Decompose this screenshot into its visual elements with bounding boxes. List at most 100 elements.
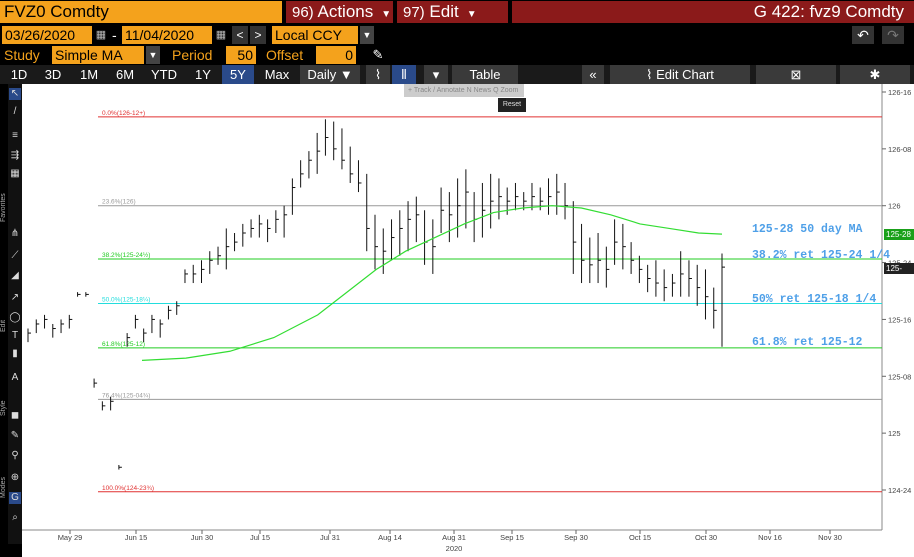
ellipse-tool-icon[interactable]: ◯ [9, 312, 21, 323]
ticker-field[interactable]: FVZ0 Comdty [0, 1, 282, 23]
ohlc-bar [622, 223, 626, 270]
undo-button[interactable]: ↶ [852, 26, 874, 44]
ohlc-bar [680, 251, 684, 297]
timeframe-1m[interactable]: 1M [79, 67, 99, 82]
y-tick-label: 124-24 [888, 486, 911, 495]
favorites-label: Favorites [0, 193, 7, 222]
line-tool-icon[interactable]: / [13, 106, 17, 117]
ohlc-bar [44, 314, 48, 329]
eraser-icon[interactable]: ▮ [12, 348, 18, 359]
gear-icon[interactable]: ✱ [840, 65, 910, 84]
arc-tool-icon[interactable]: ◢ [11, 270, 19, 281]
next-period-button[interactable]: > [250, 26, 266, 44]
ohlc-bar [93, 378, 98, 388]
chart-type-dropdown[interactable]: ▾ [424, 65, 448, 84]
chevron-down-icon: ▼ [381, 9, 392, 20]
start-date-field[interactable]: 03/26/2020 [2, 26, 92, 44]
timeframe-5y[interactable]: 5Y [222, 65, 254, 84]
timeframe-3d[interactable]: 3D [44, 67, 62, 82]
offset-field[interactable]: 0 [316, 46, 356, 64]
news-option[interactable]: N News [466, 87, 492, 94]
y-tick-label: 126-16 [888, 88, 911, 97]
currency-dropdown-button[interactable]: ▼ [360, 26, 374, 44]
study-field[interactable]: Simple MA [52, 46, 144, 64]
prev-period-button[interactable]: < [232, 26, 248, 44]
annotation-label: 50% ret 125-18 1/4 [752, 293, 876, 306]
timeframe-1y[interactable]: 1Y [195, 67, 211, 82]
annotate-option[interactable]: / Annotate [433, 87, 465, 94]
x-tick-label: Sep 30 [564, 533, 588, 542]
ohlc-bar [448, 192, 453, 243]
ohlc-bar [564, 182, 569, 220]
y-tick-label: 125-08 [888, 372, 911, 381]
end-date-field[interactable]: 11/04/2020 [122, 26, 212, 44]
pen-icon[interactable]: ✎ [372, 47, 384, 62]
study-dropdown-button[interactable]: ▼ [146, 46, 160, 64]
ohlc-bar [581, 223, 585, 284]
ohlc-bar [671, 273, 676, 297]
ohlc-bar [523, 192, 527, 211]
text-tool-icon[interactable]: T [11, 330, 19, 341]
redo-button[interactable]: ↷ [882, 26, 904, 44]
calendar-icon[interactable]: ▦ [215, 29, 227, 41]
draw-mode-icon[interactable]: G [9, 492, 21, 504]
drawing-toolbar [8, 84, 22, 544]
reset-button[interactable]: Reset [498, 98, 526, 112]
chart-area[interactable]: 126-16126-08126125-24125-16125-08125124-… [22, 84, 914, 557]
ohlc-bar [630, 242, 635, 274]
ohlc-bar [473, 192, 478, 243]
style-label: Style [0, 400, 7, 416]
ohlc-bar [118, 464, 122, 470]
timeframe-ytd[interactable]: YTD [151, 67, 177, 82]
zoom-mode-icon[interactable]: ⌕ [12, 512, 18, 523]
timeframe-max[interactable]: Max [264, 67, 290, 82]
ohlc-bar [242, 223, 246, 247]
x-tick-label: May 29 [58, 533, 83, 542]
edit-chart-button[interactable]: ⌇ Edit Chart [610, 65, 750, 84]
ohlc-bar [465, 169, 469, 229]
trend-tool-icon[interactable]: ⟋ [11, 250, 19, 261]
cursor-mode-icon[interactable]: ⊕ [10, 472, 20, 483]
ray-tool-icon[interactable]: ↗ [10, 292, 20, 303]
brush-icon[interactable]: ✎ [10, 430, 20, 441]
table-button[interactable]: Table [452, 65, 518, 84]
price-chart[interactable]: 126-16126-08126125-24125-16125-08125124-… [22, 84, 914, 557]
calendar-icon[interactable]: ▦ [95, 29, 107, 41]
bar-chart-icon[interactable]: ⫴ [392, 65, 416, 84]
ohlc-bar [391, 219, 395, 261]
timeframe-1d[interactable]: 1D [10, 67, 28, 82]
ohlc-bar [217, 246, 222, 265]
fib-tool-icon[interactable]: ≡ [12, 130, 18, 141]
period-field[interactable]: 50 [226, 46, 256, 64]
ohlc-bar [275, 210, 279, 234]
ma-price-tag: 125-28 [884, 229, 914, 240]
ohlc-bar [382, 228, 387, 274]
zoom-option[interactable]: Q Zoom [493, 87, 519, 94]
y-tick-label: 126-08 [888, 145, 911, 154]
ohlc-bar [514, 182, 519, 211]
x-tick-label: Jun 30 [191, 533, 214, 542]
ohlc-bar [432, 219, 436, 274]
pitchfork-icon[interactable]: ⋔ [10, 228, 20, 239]
grid-tool-icon[interactable]: ▦ [10, 168, 20, 179]
edit-menu[interactable]: 97) Edit ▼ [397, 1, 508, 23]
annotate-icon[interactable]: ⊠ [756, 65, 836, 84]
ohlc-bar [407, 201, 412, 252]
pin-icon[interactable]: ⚲ [11, 450, 19, 461]
channel-tool-icon[interactable]: ⇶ [10, 150, 20, 161]
fib-label: 76.4%(125-04¾) [102, 392, 150, 399]
frequency-dropdown[interactable]: Daily ▼ [300, 65, 360, 84]
currency-field[interactable]: Local CCY [272, 26, 358, 44]
track-option[interactable]: + Track [408, 87, 432, 94]
pointer-icon[interactable]: ↖ [9, 88, 21, 100]
ma-line [141, 205, 723, 361]
line-chart-icon[interactable]: ⌇ [366, 65, 390, 84]
timeframe-6m[interactable]: 6M [115, 67, 135, 82]
color-icon[interactable]: ◼ [10, 410, 20, 421]
font-icon[interactable]: A [11, 372, 19, 383]
actions-menu[interactable]: 96) Actions ▼ [286, 1, 393, 23]
ohlc-bar [341, 128, 345, 170]
ohlc-bar [60, 319, 65, 334]
ohlc-bar [159, 319, 164, 338]
collapse-icon[interactable]: « [582, 65, 604, 84]
